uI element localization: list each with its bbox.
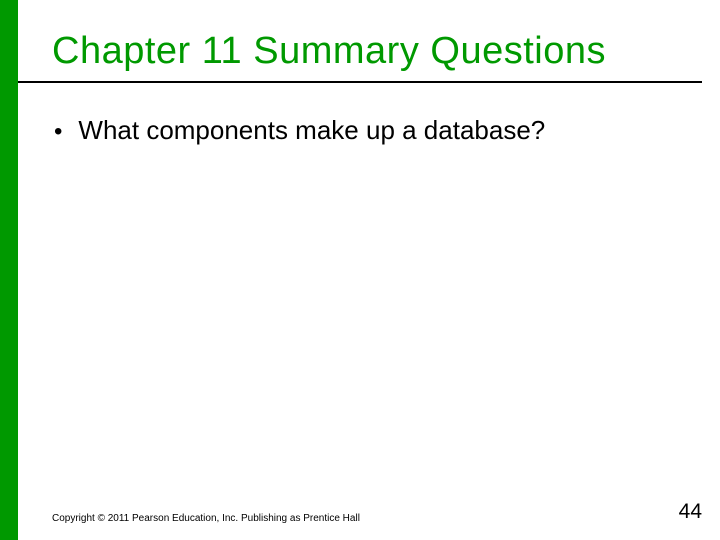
slide-content: Chapter 11 Summary Questions • What comp…	[18, 0, 720, 540]
bullet-text: What components make up a database?	[78, 115, 545, 146]
page-number: 44	[679, 500, 702, 524]
left-sidebar	[0, 0, 18, 540]
slide-title: Chapter 11 Summary Questions	[18, 0, 702, 83]
bullet-marker: •	[54, 120, 62, 144]
bullet-item: • What components make up a database?	[52, 115, 680, 146]
slide-body: • What components make up a database?	[18, 83, 720, 146]
slide-footer: Copyright © 2011 Pearson Education, Inc.…	[52, 500, 702, 524]
copyright-text: Copyright © 2011 Pearson Education, Inc.…	[52, 513, 360, 524]
